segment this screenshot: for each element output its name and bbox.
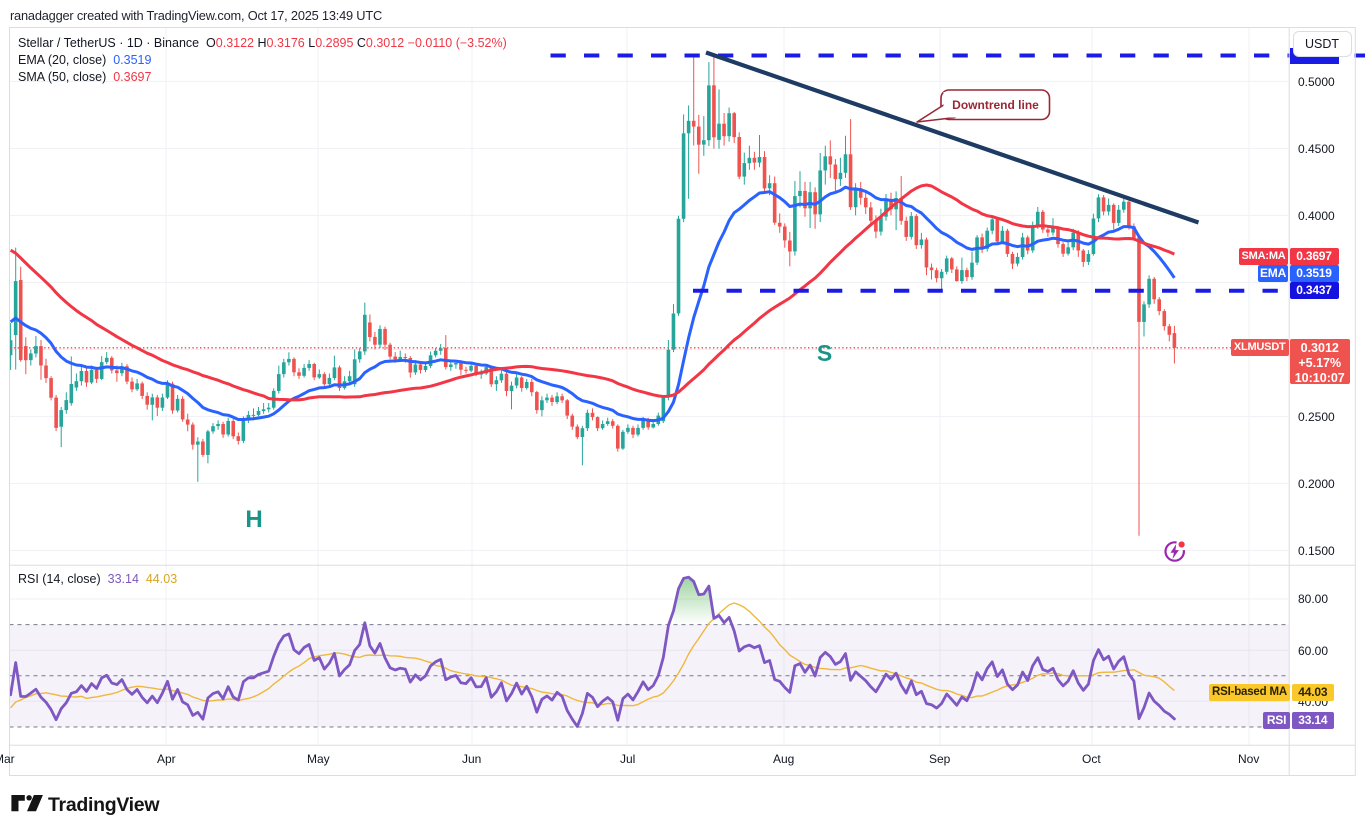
svg-text:S: S	[817, 340, 832, 366]
svg-text:Downtrend line: Downtrend line	[952, 98, 1039, 112]
svg-text:TradingView: TradingView	[48, 794, 160, 816]
svg-text:H: H	[245, 506, 262, 533]
